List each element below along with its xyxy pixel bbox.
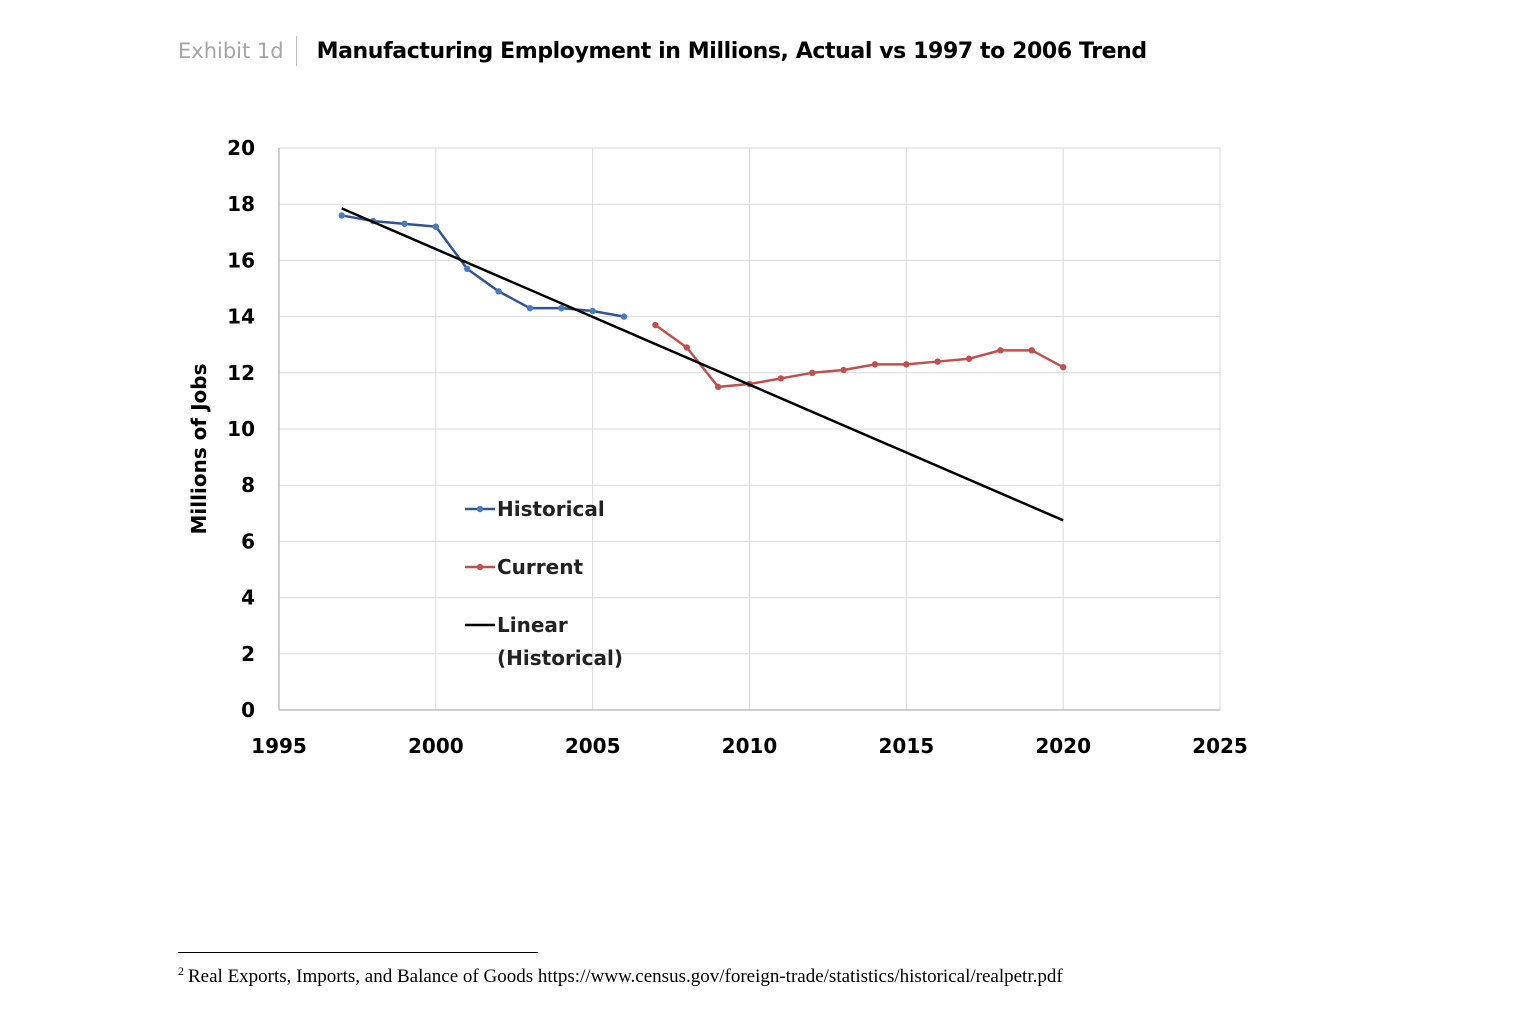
data-point-current bbox=[903, 361, 910, 368]
legend: Historical Current Linear (Historical) bbox=[465, 497, 623, 670]
x-tick-label: 2005 bbox=[565, 734, 621, 758]
axis-layer: 0 2 4 6 8 10 12 14 16 18 20 1995 2000 2005 2010 2015 202… bbox=[187, 136, 1248, 758]
chart-title: Manufacturing Employment in Millions, Ac… bbox=[316, 38, 1148, 64]
data-point-historical bbox=[589, 307, 596, 315]
data-point-historical bbox=[432, 223, 440, 230]
y-tick-label: 0 bbox=[241, 698, 255, 722]
legend-label-historical: Historical bbox=[497, 497, 605, 521]
title-divider bbox=[295, 36, 297, 66]
data-point-historical bbox=[558, 304, 565, 312]
legend-label-linear-line2: (Historical) bbox=[497, 646, 623, 670]
data-point-current bbox=[934, 358, 941, 365]
y-tick-label: 2 bbox=[241, 642, 255, 666]
data-point-current bbox=[714, 383, 722, 391]
series-line-linear bbox=[341, 207, 1064, 522]
data-point-current bbox=[871, 361, 879, 368]
x-tick-label: 2020 bbox=[1035, 734, 1091, 758]
data-point-current bbox=[1028, 347, 1036, 354]
data-point-historical bbox=[464, 265, 471, 273]
x-tick-label: 1995 bbox=[251, 734, 307, 758]
data-point-current bbox=[777, 375, 785, 382]
series-layer bbox=[338, 207, 1067, 522]
legend-label-linear: Linear bbox=[497, 613, 568, 637]
y-axis-title: Millions of Jobs bbox=[187, 364, 211, 535]
y-tick-label: 20 bbox=[227, 136, 255, 160]
x-tick-label: 2000 bbox=[408, 734, 464, 758]
y-tick-label: 10 bbox=[227, 417, 255, 441]
legend-marker-current bbox=[476, 563, 484, 571]
data-point-historical bbox=[338, 212, 345, 219]
x-tick-label: 2025 bbox=[1192, 734, 1248, 758]
y-tick-label: 12 bbox=[227, 361, 255, 385]
exhibit-label: Exhibit 1d bbox=[178, 39, 284, 63]
footnote-marker: 2 bbox=[178, 964, 184, 978]
data-point-current bbox=[997, 347, 1004, 354]
data-point-current bbox=[840, 366, 847, 374]
footnote-text: Real Exports, Imports, and Balance of Go… bbox=[188, 966, 1063, 987]
data-point-current bbox=[1059, 363, 1067, 371]
data-point-historical bbox=[495, 288, 502, 295]
y-tick-label: 8 bbox=[241, 473, 255, 497]
x-tick-label: 2010 bbox=[722, 734, 778, 758]
data-point-current bbox=[965, 355, 973, 362]
series-line-historical bbox=[341, 214, 625, 318]
data-point-current bbox=[683, 344, 690, 351]
y-tick-label: 14 bbox=[227, 305, 255, 329]
data-point-current bbox=[652, 321, 659, 329]
series-line-current bbox=[654, 324, 1064, 389]
y-tick-label: 6 bbox=[241, 529, 255, 553]
footnote: 2 Real Exports, Imports, and Balance of G… bbox=[178, 964, 1063, 988]
data-point-historical bbox=[620, 313, 628, 320]
legend-marker-historical bbox=[476, 505, 484, 513]
legend-label-current: Current bbox=[497, 555, 583, 579]
y-tick-label: 18 bbox=[227, 192, 255, 216]
y-tick-label: 16 bbox=[227, 248, 255, 272]
x-tick-label: 2015 bbox=[878, 734, 934, 758]
data-point-current bbox=[809, 369, 816, 376]
grid-layer bbox=[278, 147, 1221, 711]
data-point-historical bbox=[401, 220, 408, 228]
data-point-historical bbox=[526, 304, 534, 312]
y-tick-label: 4 bbox=[241, 586, 255, 610]
footnote-rule bbox=[178, 952, 538, 953]
title-row: Exhibit 1d Manufacturing Employment in M… bbox=[178, 34, 1147, 68]
